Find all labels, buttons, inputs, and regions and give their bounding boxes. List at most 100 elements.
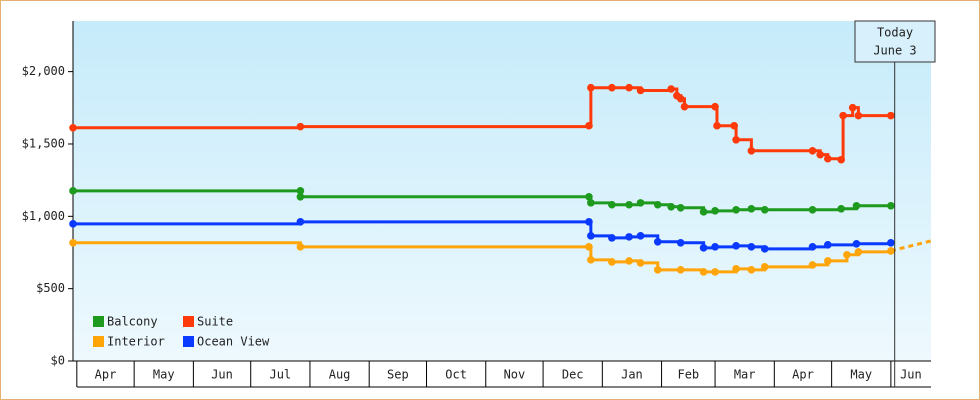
data-point: [699, 244, 708, 252]
data-point: [711, 102, 719, 111]
data-point: [585, 121, 593, 130]
data-point: [747, 266, 756, 274]
data-point: [747, 243, 756, 251]
x-tick-label: Aug: [329, 368, 351, 382]
data-point: [636, 259, 645, 267]
data-point: [732, 242, 740, 250]
data-point: [732, 206, 740, 214]
data-point: [587, 199, 595, 207]
data-point: [699, 268, 708, 276]
data-point: [653, 237, 662, 246]
data-point: [585, 243, 593, 251]
data-point: [713, 121, 721, 130]
y-tick-label: $0: [51, 354, 65, 368]
data-point: [667, 202, 675, 211]
y-tick-label: $1,500: [22, 136, 65, 150]
data-point: [852, 240, 861, 248]
projection-line: [890, 239, 932, 253]
data-point: [69, 187, 77, 195]
x-tick-label: Feb: [677, 368, 699, 382]
y-tick-label: $2,000: [22, 64, 65, 78]
data-point: [296, 218, 305, 226]
today-label: Today: [877, 26, 913, 40]
data-point: [808, 243, 817, 251]
data-point: [837, 204, 845, 213]
data-point: [585, 218, 593, 226]
x-tick-label: Sep: [387, 368, 409, 382]
data-point: [808, 206, 817, 214]
legend-swatch: [183, 316, 194, 327]
data-point: [699, 208, 708, 216]
data-point: [732, 135, 740, 144]
data-point: [760, 263, 769, 271]
x-tick-label: Nov: [504, 368, 526, 382]
data-point: [676, 203, 685, 212]
data-point: [887, 201, 895, 210]
legend-swatch: [93, 336, 104, 347]
legend-swatch: [93, 316, 104, 327]
data-point: [625, 257, 633, 265]
data-point: [887, 247, 895, 255]
legend-label: Interior: [107, 335, 165, 349]
data-point: [824, 241, 832, 249]
data-point: [296, 122, 305, 131]
data-point: [848, 103, 857, 112]
x-tick-label: Jul: [269, 368, 291, 382]
data-point: [711, 268, 719, 276]
data-point: [296, 243, 305, 251]
data-point: [747, 146, 756, 155]
data-point: [625, 233, 633, 241]
series-line: [73, 241, 893, 274]
x-tick-label: May: [153, 368, 175, 382]
data-point: [608, 200, 616, 209]
data-point: [625, 83, 633, 92]
data-point: [653, 266, 662, 274]
data-point: [843, 251, 851, 259]
x-tick-label: Mar: [734, 368, 756, 382]
data-point: [824, 154, 832, 163]
data-point: [608, 258, 616, 266]
data-point: [69, 238, 77, 247]
data-point: [711, 243, 719, 251]
legend-swatch: [183, 336, 194, 347]
legend-label: Suite: [197, 315, 233, 329]
data-point: [585, 192, 593, 201]
data-point: [824, 257, 832, 265]
legend-label: Balcony: [107, 315, 158, 329]
legend-label: Ocean View: [197, 335, 270, 349]
data-point: [636, 232, 645, 240]
data-point: [852, 201, 861, 210]
today-date: June 3: [873, 44, 916, 58]
data-point: [808, 261, 817, 269]
data-point: [887, 111, 895, 120]
data-point: [680, 102, 689, 111]
data-point: [625, 200, 633, 209]
x-tick-label: Dec: [562, 368, 584, 382]
data-point: [854, 111, 863, 120]
data-point: [676, 238, 685, 247]
data-point: [636, 199, 645, 207]
data-point: [732, 265, 740, 273]
x-tick-label: Jun: [211, 368, 233, 382]
data-point: [636, 86, 645, 95]
data-point: [747, 204, 756, 213]
data-point: [587, 256, 595, 264]
x-tick-label: May: [850, 368, 872, 382]
data-point: [711, 207, 719, 215]
data-point: [296, 192, 305, 201]
x-tick-label: Apr: [792, 368, 814, 382]
data-point: [760, 206, 769, 214]
data-point: [887, 238, 895, 247]
data-point: [730, 121, 738, 130]
data-point: [676, 94, 685, 103]
data-point: [608, 83, 616, 92]
x-tick-label: Jun: [900, 368, 922, 382]
x-tick-label: Apr: [95, 368, 117, 382]
data-point: [296, 187, 305, 195]
today-box: [854, 20, 936, 63]
data-point: [854, 248, 863, 256]
x-tick-label: Oct: [445, 368, 467, 382]
data-point: [587, 232, 595, 240]
